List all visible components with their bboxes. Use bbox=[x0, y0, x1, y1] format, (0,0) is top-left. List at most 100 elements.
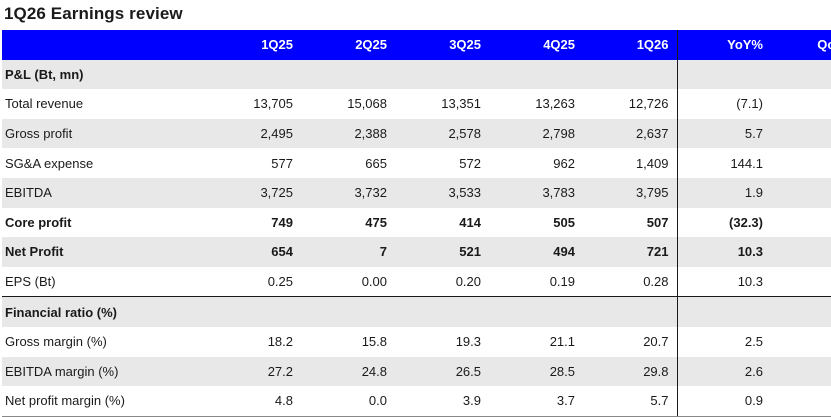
value-cell: 13,263 bbox=[535, 96, 575, 112]
value-cell: 665 bbox=[365, 155, 387, 171]
row-label: EBITDA margin (%) bbox=[2, 356, 207, 387]
page-title: 1Q26 Earnings review bbox=[4, 4, 183, 23]
change-cell: 10.3 bbox=[676, 237, 771, 267]
empty-cell bbox=[395, 59, 489, 90]
value-cell: 27.2 bbox=[207, 356, 301, 387]
value-cell: 521 bbox=[395, 237, 489, 267]
value-cell: 4.8 bbox=[207, 386, 301, 417]
value-cell: 24.8 bbox=[301, 356, 395, 387]
change-cell: 5.7 bbox=[676, 118, 771, 149]
value-cell: 3,732 bbox=[301, 177, 395, 208]
section-heading: P&L (Bt, mn) bbox=[2, 59, 207, 90]
column-header: QoQ% bbox=[771, 30, 831, 60]
change-cell: 1.3 bbox=[771, 356, 831, 387]
table-row: Gross margin (%) 18.2 15.8 19.3 21.1 20.7 2.5(… bbox=[2, 326, 831, 357]
value-cell: 414 bbox=[459, 214, 481, 230]
value-cell: 2,637 bbox=[583, 118, 677, 149]
empty-cell bbox=[301, 59, 395, 90]
value-cell: 2,578 bbox=[395, 118, 489, 149]
value-cell: 3,795 bbox=[583, 177, 677, 208]
value-cell: 507 bbox=[646, 214, 669, 230]
value-cell: 0.00 bbox=[361, 274, 387, 290]
table-row: Gross profit 2,495 2,388 2,578 2,798 2,637 5.7… bbox=[2, 118, 831, 149]
change-cell: 1.9 bbox=[771, 386, 831, 417]
change-cell: 2.6 bbox=[676, 356, 771, 387]
change-cell: (4.1) bbox=[771, 89, 831, 119]
value-cell: 654 bbox=[207, 237, 301, 267]
value-cell: 505 bbox=[553, 214, 575, 230]
value-cell: 7 bbox=[301, 237, 395, 267]
row-label: EBITDA bbox=[2, 177, 207, 208]
empty-cell bbox=[395, 296, 489, 327]
column-header: YoY% bbox=[676, 30, 771, 60]
table-row: Total revenue 13,705 15,068 13,351 13,263 12,… bbox=[2, 89, 831, 119]
change-cell: (32.3) bbox=[676, 207, 771, 238]
empty-cell bbox=[583, 59, 677, 90]
value-cell: 0.25 bbox=[267, 274, 293, 290]
column-header: 4Q25 bbox=[489, 30, 583, 60]
value-cell: 20.7 bbox=[643, 334, 669, 350]
column-header: 3Q25 bbox=[395, 30, 489, 60]
row-label: Gross profit bbox=[2, 118, 207, 149]
empty-cell bbox=[676, 296, 771, 327]
value-cell: 15,068 bbox=[347, 96, 387, 112]
value-cell: 3.7 bbox=[489, 386, 583, 417]
change-cell: 46.0 bbox=[771, 267, 831, 297]
table-row: EBITDA margin (%) 27.2 24.8 26.5 28.5 29.8 2.6… bbox=[2, 356, 831, 387]
change-cell: 1.9 bbox=[676, 177, 771, 208]
value-cell: 572 bbox=[459, 155, 481, 171]
column-header: 2Q25 bbox=[301, 30, 395, 60]
change-cell: 144.1 bbox=[676, 148, 771, 178]
empty-cell bbox=[301, 296, 395, 327]
table-row: SG&A expense 577 665 572 962 1,409 144.146.5 bbox=[2, 148, 831, 178]
value-cell: 18.2 bbox=[267, 334, 293, 350]
empty-cell bbox=[771, 296, 831, 327]
change-cell: (7.1) bbox=[676, 89, 771, 119]
row-label: SG&A expense bbox=[5, 155, 94, 171]
value-cell: 0.20 bbox=[455, 274, 481, 290]
value-cell: 0.19 bbox=[549, 274, 575, 290]
value-cell: 1,409 bbox=[635, 155, 669, 171]
change-cell: (0.4) bbox=[771, 327, 831, 357]
value-cell: 21.1 bbox=[549, 334, 575, 350]
value-cell: 3,533 bbox=[395, 177, 489, 208]
table-row: Net profit margin (%)4.80.03.93.75.70.91… bbox=[2, 386, 831, 417]
row-label: Gross margin (%) bbox=[5, 334, 107, 350]
table-row: EPS (Bt) 0.25 0.00 0.20 0.19 0.28 10.346.0 bbox=[2, 266, 831, 297]
change-cell: 46.5 bbox=[771, 148, 831, 178]
change-cell: 0.4 bbox=[771, 208, 831, 238]
value-cell: 962 bbox=[553, 155, 575, 171]
value-cell: 577 bbox=[271, 155, 293, 171]
value-cell: 13,705 bbox=[253, 96, 293, 112]
change-cell: (5.8) bbox=[771, 118, 831, 149]
value-cell: 475 bbox=[365, 214, 387, 230]
column-header: 1Q25 bbox=[207, 30, 301, 60]
value-cell: 0.28 bbox=[643, 274, 669, 290]
section-heading: Financial ratio (%) bbox=[2, 296, 207, 327]
table-row: Core profit 749 475 414 505 507 (32.3)0.4 bbox=[2, 207, 831, 238]
value-cell: 13,351 bbox=[441, 96, 481, 112]
change-cell: 2.5 bbox=[676, 326, 771, 357]
value-cell: 3,725 bbox=[207, 177, 301, 208]
value-cell: 2,798 bbox=[489, 118, 583, 149]
value-cell: 29.8 bbox=[583, 356, 677, 387]
earnings-table: 1Q25 2Q25 3Q25 4Q25 1Q26 YoY% QoQ% P&L (… bbox=[2, 30, 831, 417]
change-cell: 46.0 bbox=[771, 237, 831, 267]
row-label: Total revenue bbox=[5, 96, 84, 112]
value-cell: 15.8 bbox=[361, 334, 387, 350]
value-cell: 3.9 bbox=[395, 386, 489, 417]
value-cell: 28.5 bbox=[489, 356, 583, 387]
empty-cell bbox=[583, 296, 677, 327]
value-cell: 2,388 bbox=[301, 118, 395, 149]
value-cell: 3,783 bbox=[489, 177, 583, 208]
value-cell: 494 bbox=[489, 237, 583, 267]
empty-cell bbox=[771, 59, 831, 90]
section-heading-row: P&L (Bt, mn) bbox=[2, 59, 831, 90]
column-header: 1Q26 bbox=[583, 30, 677, 60]
empty-cell bbox=[489, 296, 583, 327]
value-cell: 19.3 bbox=[455, 334, 481, 350]
header-label-cell bbox=[2, 30, 207, 60]
value-cell: 26.5 bbox=[395, 356, 489, 387]
